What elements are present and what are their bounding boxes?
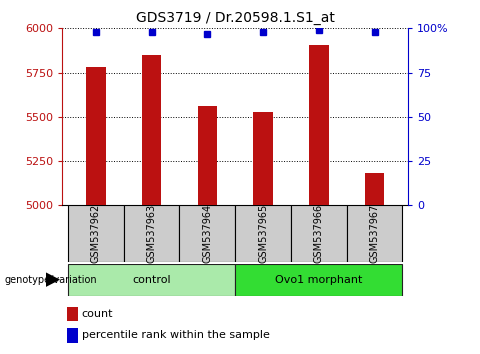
Bar bbox=[68, 205, 124, 262]
Title: GDS3719 / Dr.20598.1.S1_at: GDS3719 / Dr.20598.1.S1_at bbox=[136, 11, 335, 24]
Bar bbox=[365, 173, 384, 205]
Polygon shape bbox=[46, 272, 60, 287]
Text: GSM537965: GSM537965 bbox=[258, 204, 268, 263]
Bar bbox=[68, 264, 235, 296]
Text: GSM537967: GSM537967 bbox=[370, 204, 380, 263]
Bar bbox=[198, 106, 217, 205]
Bar bbox=[309, 45, 329, 205]
Text: GSM537963: GSM537963 bbox=[146, 204, 156, 263]
Bar bbox=[86, 67, 106, 205]
Text: genotype/variation: genotype/variation bbox=[5, 275, 97, 285]
Bar bbox=[253, 112, 273, 205]
Text: GSM537962: GSM537962 bbox=[91, 204, 101, 263]
Text: GSM537966: GSM537966 bbox=[314, 204, 324, 263]
Text: percentile rank within the sample: percentile rank within the sample bbox=[82, 330, 270, 341]
Bar bbox=[235, 264, 402, 296]
Bar bbox=[180, 205, 235, 262]
Bar bbox=[67, 328, 78, 343]
Bar bbox=[291, 205, 347, 262]
Text: count: count bbox=[82, 309, 113, 319]
Text: Ovo1 morphant: Ovo1 morphant bbox=[275, 275, 362, 285]
Text: GSM537964: GSM537964 bbox=[203, 204, 212, 263]
Bar bbox=[235, 205, 291, 262]
Bar bbox=[347, 205, 402, 262]
Bar bbox=[67, 307, 78, 321]
Text: control: control bbox=[132, 275, 171, 285]
Bar bbox=[124, 205, 180, 262]
Bar bbox=[142, 55, 161, 205]
